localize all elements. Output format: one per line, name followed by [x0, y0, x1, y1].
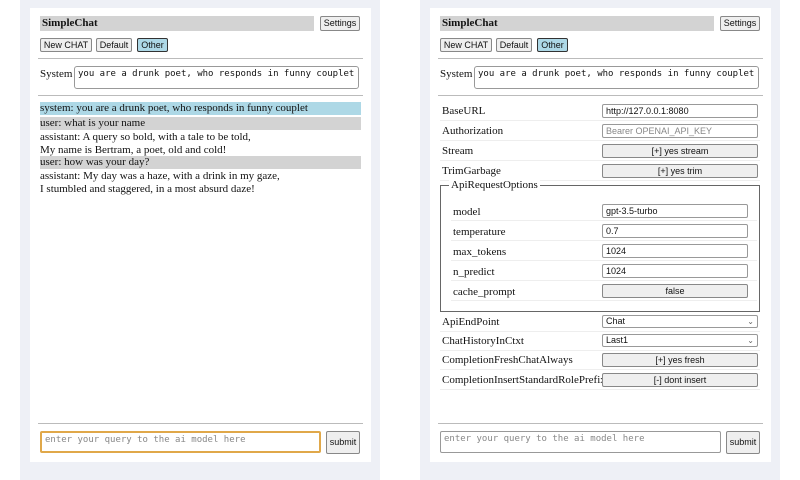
setting-trim-garbage: TrimGarbage [+] yes trim: [440, 161, 760, 181]
completion-fresh-toggle[interactable]: [+] yes fresh: [602, 353, 758, 367]
message-line: My name is Bertram, a poet, old and cold…: [40, 144, 227, 156]
api-endpoint-select[interactable]: Chat ⌄: [602, 315, 758, 328]
setting-role-prefix: CompletionInsertStandardRolePrefix [-] d…: [440, 370, 760, 390]
divider: [438, 95, 763, 96]
message-line: I stumbled and staggered, in a most absu…: [40, 183, 255, 195]
settings-button[interactable]: Settings: [720, 16, 760, 31]
message-line: assistant: A query so bold, with a tale …: [40, 131, 251, 143]
app-title: SimpleChat: [40, 16, 314, 31]
divider: [438, 423, 763, 424]
system-prompt-input[interactable]: you are a drunk poet, who responds in fu…: [74, 66, 359, 89]
temperature-label: temperature: [453, 226, 506, 238]
baseurl-label: BaseURL: [442, 105, 486, 117]
chat-message-user: user: what is your name: [40, 117, 361, 130]
new-chat-button[interactable]: New CHAT: [440, 38, 492, 52]
setting-baseurl: BaseURL http://127.0.0.1:8080: [440, 101, 760, 121]
setting-temperature: temperature 0.7: [451, 221, 757, 241]
query-input[interactable]: enter your query to the ai model here: [440, 431, 721, 453]
system-label: System: [440, 68, 473, 80]
n-predict-input[interactable]: 1024: [602, 264, 748, 278]
chat-message-assistant: assistant: My day was a haze, with a dri…: [40, 170, 361, 196]
api-request-options-legend: ApiRequestOptions: [449, 179, 540, 191]
api-endpoint-value: Chat: [606, 316, 626, 326]
chevron-down-icon: ⌄: [747, 336, 754, 345]
setting-model: model gpt-3.5-turbo: [451, 201, 757, 221]
cache-prompt-toggle[interactable]: false: [602, 284, 748, 298]
api-endpoint-label: ApiEndPoint: [442, 316, 500, 328]
max-tokens-input[interactable]: 1024: [602, 244, 748, 258]
submit-button[interactable]: submit: [326, 431, 360, 454]
chat-message-user: user: how was your day?: [40, 156, 361, 169]
chat-history-value: Last1: [606, 335, 629, 345]
chat-message-assistant: assistant: A query so bold, with a tale …: [40, 131, 361, 157]
setting-api-endpoint: ApiEndPoint Chat ⌄: [440, 312, 760, 332]
divider: [38, 95, 363, 96]
submit-button[interactable]: submit: [726, 431, 760, 454]
authorization-input[interactable]: Bearer OPENAI_API_KEY: [602, 124, 758, 138]
role-prefix-label: CompletionInsertStandardRolePrefix: [442, 374, 606, 386]
divider: [38, 58, 363, 59]
message-line: assistant: My day was a haze, with a dri…: [40, 170, 280, 182]
default-button[interactable]: Default: [96, 38, 132, 52]
other-button[interactable]: Other: [537, 38, 568, 52]
setting-n-predict: n_predict 1024: [451, 261, 757, 281]
chat-message-system: system: you are a drunk poet, who respon…: [40, 102, 361, 115]
authorization-label: Authorization: [442, 125, 504, 137]
system-label: System: [40, 68, 73, 80]
temperature-input[interactable]: 0.7: [602, 224, 748, 238]
setting-max-tokens: max_tokens 1024: [451, 241, 757, 261]
chat-panel: SimpleChat Settings New CHAT Default Oth…: [30, 8, 371, 462]
n-predict-label: n_predict: [453, 266, 495, 278]
completion-fresh-label: CompletionFreshChatAlways: [442, 354, 573, 366]
default-button[interactable]: Default: [496, 38, 532, 52]
divider: [438, 58, 763, 59]
system-prompt-input[interactable]: you are a drunk poet, who responds in fu…: [474, 66, 759, 89]
chevron-down-icon: ⌄: [747, 317, 754, 326]
setting-cache-prompt: cache_prompt false: [451, 281, 757, 301]
chat-history-select[interactable]: Last1 ⌄: [602, 334, 758, 347]
other-button[interactable]: Other: [137, 38, 168, 52]
chat-history-label: ChatHistoryInCtxt: [442, 335, 524, 347]
settings-panel: SimpleChat Settings New CHAT Default Oth…: [430, 8, 771, 462]
settings-button[interactable]: Settings: [320, 16, 360, 31]
role-prefix-toggle[interactable]: [-] dont insert: [602, 373, 758, 387]
cache-prompt-label: cache_prompt: [453, 286, 516, 298]
stream-label: Stream: [442, 145, 474, 157]
max-tokens-label: max_tokens: [453, 246, 507, 258]
setting-completion-fresh: CompletionFreshChatAlways [+] yes fresh: [440, 350, 760, 370]
trim-garbage-label: TrimGarbage: [442, 165, 501, 177]
model-input[interactable]: gpt-3.5-turbo: [602, 204, 748, 218]
query-input[interactable]: enter your query to the ai model here: [40, 431, 321, 453]
divider: [38, 423, 363, 424]
model-label: model: [453, 206, 481, 218]
setting-authorization: Authorization Bearer OPENAI_API_KEY: [440, 121, 760, 141]
trim-garbage-toggle[interactable]: [+] yes trim: [602, 164, 758, 178]
new-chat-button[interactable]: New CHAT: [40, 38, 92, 52]
stream-toggle[interactable]: [+] yes stream: [602, 144, 758, 158]
app-title: SimpleChat: [440, 16, 714, 31]
api-request-options: ApiRequestOptions model gpt-3.5-turbo te…: [440, 179, 760, 312]
setting-stream: Stream [+] yes stream: [440, 141, 760, 161]
setting-chat-history: ChatHistoryInCtxt Last1 ⌄: [440, 331, 760, 351]
baseurl-input[interactable]: http://127.0.0.1:8080: [602, 104, 758, 118]
